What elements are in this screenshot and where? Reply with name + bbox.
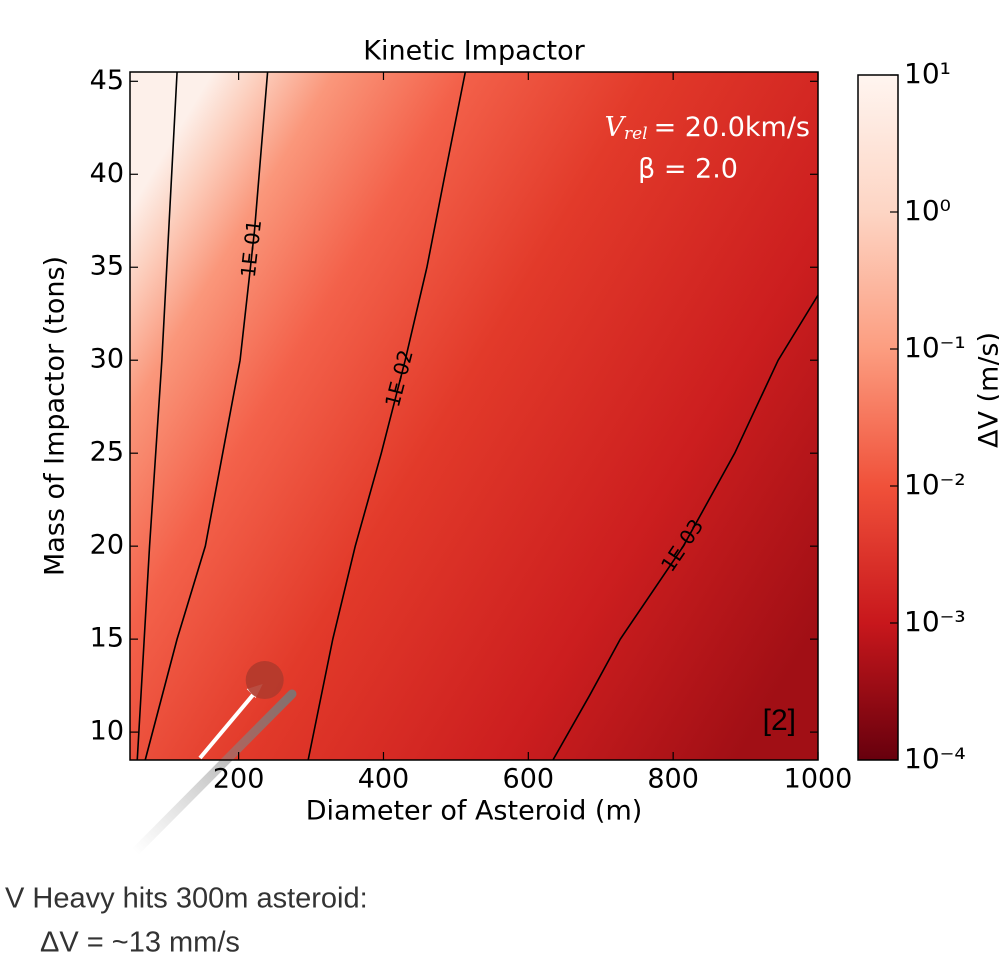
arrow [198, 686, 261, 760]
x-tick-label: 200 [213, 764, 265, 795]
contour-line [144, 71, 269, 761]
vrel-text: = 20.0km/s [654, 112, 810, 143]
x-tick-label: 400 [358, 764, 410, 795]
x-tick-label: 800 [647, 764, 699, 795]
vrel-sub: rel [624, 124, 648, 144]
note-line: V Heavy hits 300m asteroid: [5, 883, 368, 915]
colorbar-tick-label: 10⁻⁴ [904, 742, 966, 775]
vrel-symbol: V [604, 112, 626, 143]
colorbar-label: ΔV (m/s) [974, 332, 999, 448]
contour-line [307, 71, 467, 761]
y-axis-label: Mass of Impactor (tons) [40, 256, 71, 576]
colorbar [857, 74, 899, 761]
x-tick-label: 600 [503, 764, 555, 795]
contour-line [136, 71, 178, 761]
reference: [2] [763, 704, 796, 737]
colorbar-tick-label: 10⁻³ [904, 605, 966, 638]
heatmap [130, 72, 818, 760]
axes-frame [129, 71, 819, 761]
y-tick-label: 20 [90, 530, 124, 561]
colorbar-tick-label: 10⁻¹ [904, 331, 966, 364]
chart-title: Kinetic Impactor [363, 36, 585, 67]
x-tick-label: 1000 [784, 764, 853, 795]
colorbar-tick-label: 10⁰ [904, 194, 951, 227]
colorbar-tick-label: 10¹ [904, 57, 951, 90]
marker [245, 661, 284, 700]
beta-annotation: β = 2.0 [638, 154, 738, 185]
arrow-shadow [130, 689, 297, 857]
note-line: ΔV = ~13 mm/s [40, 927, 240, 959]
x-axis-label: Diameter of Asteroid (m) [306, 796, 643, 827]
y-tick-label: 25 [90, 437, 124, 468]
y-tick-label: 35 [90, 251, 124, 282]
contour-line [552, 294, 819, 761]
y-tick-label: 40 [90, 158, 124, 189]
y-tick-label: 15 [90, 623, 124, 654]
y-tick-label: 30 [90, 344, 124, 375]
y-tick-label: 10 [90, 716, 124, 747]
vrel-annotation: Vrel = 20.0km/s [604, 112, 810, 144]
colorbar-tick-label: 10⁻² [904, 468, 966, 501]
y-tick-label: 45 [90, 65, 124, 96]
